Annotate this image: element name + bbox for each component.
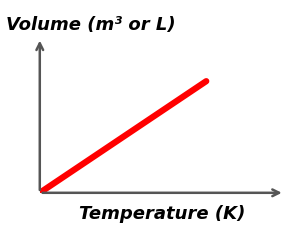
Text: Volume (m³ or L): Volume (m³ or L) [6, 16, 176, 34]
X-axis label: Temperature (K): Temperature (K) [79, 204, 245, 222]
